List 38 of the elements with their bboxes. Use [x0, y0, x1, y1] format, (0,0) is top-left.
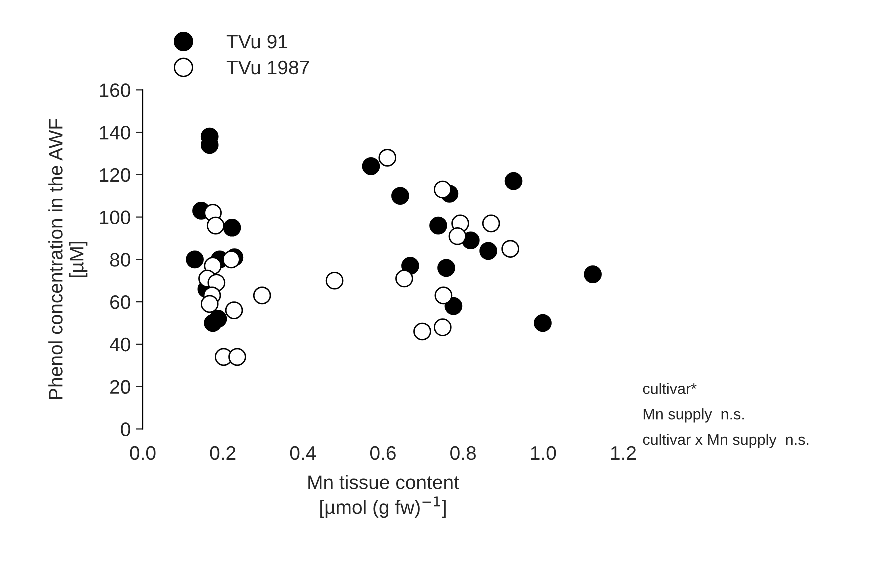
y-tick-label: 20 — [110, 380, 130, 394]
point — [186, 250, 204, 269]
y-tick-label: 80 — [110, 253, 130, 267]
point — [444, 297, 463, 316]
y-tick-label: 120 — [100, 168, 130, 182]
point — [222, 250, 240, 269]
x-tick-label: 1.0 — [531, 446, 556, 460]
x-axis-title: Mn tissue content [µmol (g fw)$^{−1}$] — [308, 475, 460, 518]
point — [434, 180, 452, 199]
point — [584, 266, 602, 284]
x-tick-label: 0.6 — [370, 446, 396, 460]
x-tick-label: 0.8 — [450, 446, 476, 460]
point — [200, 295, 219, 314]
point — [534, 314, 552, 332]
text: cultivar x Mn supply n.s. — [643, 434, 809, 448]
x-tick-label: 0.0 — [130, 446, 156, 460]
point — [480, 242, 498, 260]
y-tick-label: 100 — [100, 210, 130, 225]
legend-label: TVu 1987 — [226, 60, 310, 75]
legend-label: TVu 91 — [226, 34, 288, 49]
point — [430, 216, 448, 235]
y-tick-label: 160 — [100, 84, 130, 98]
point — [223, 218, 242, 237]
y-tick-label: 0 — [121, 422, 130, 436]
x-tick-label: 0.2 — [210, 446, 236, 460]
point — [392, 187, 410, 206]
x-tick-label: 1.2 — [611, 446, 636, 460]
y-tick-label: 40 — [110, 338, 130, 352]
x-tick-label: 0.4 — [290, 446, 316, 460]
point — [504, 172, 523, 190]
text: Mn supply n.s. — [644, 408, 744, 423]
text: cultivar* — [643, 383, 697, 394]
point — [438, 259, 456, 278]
point — [362, 158, 380, 176]
point — [209, 310, 228, 328]
y-tick-label: 60 — [110, 296, 130, 310]
y-axis-title: Phenol concentration in the AWF [µM] — [48, 119, 88, 400]
y-tick-label: 140 — [100, 126, 130, 140]
